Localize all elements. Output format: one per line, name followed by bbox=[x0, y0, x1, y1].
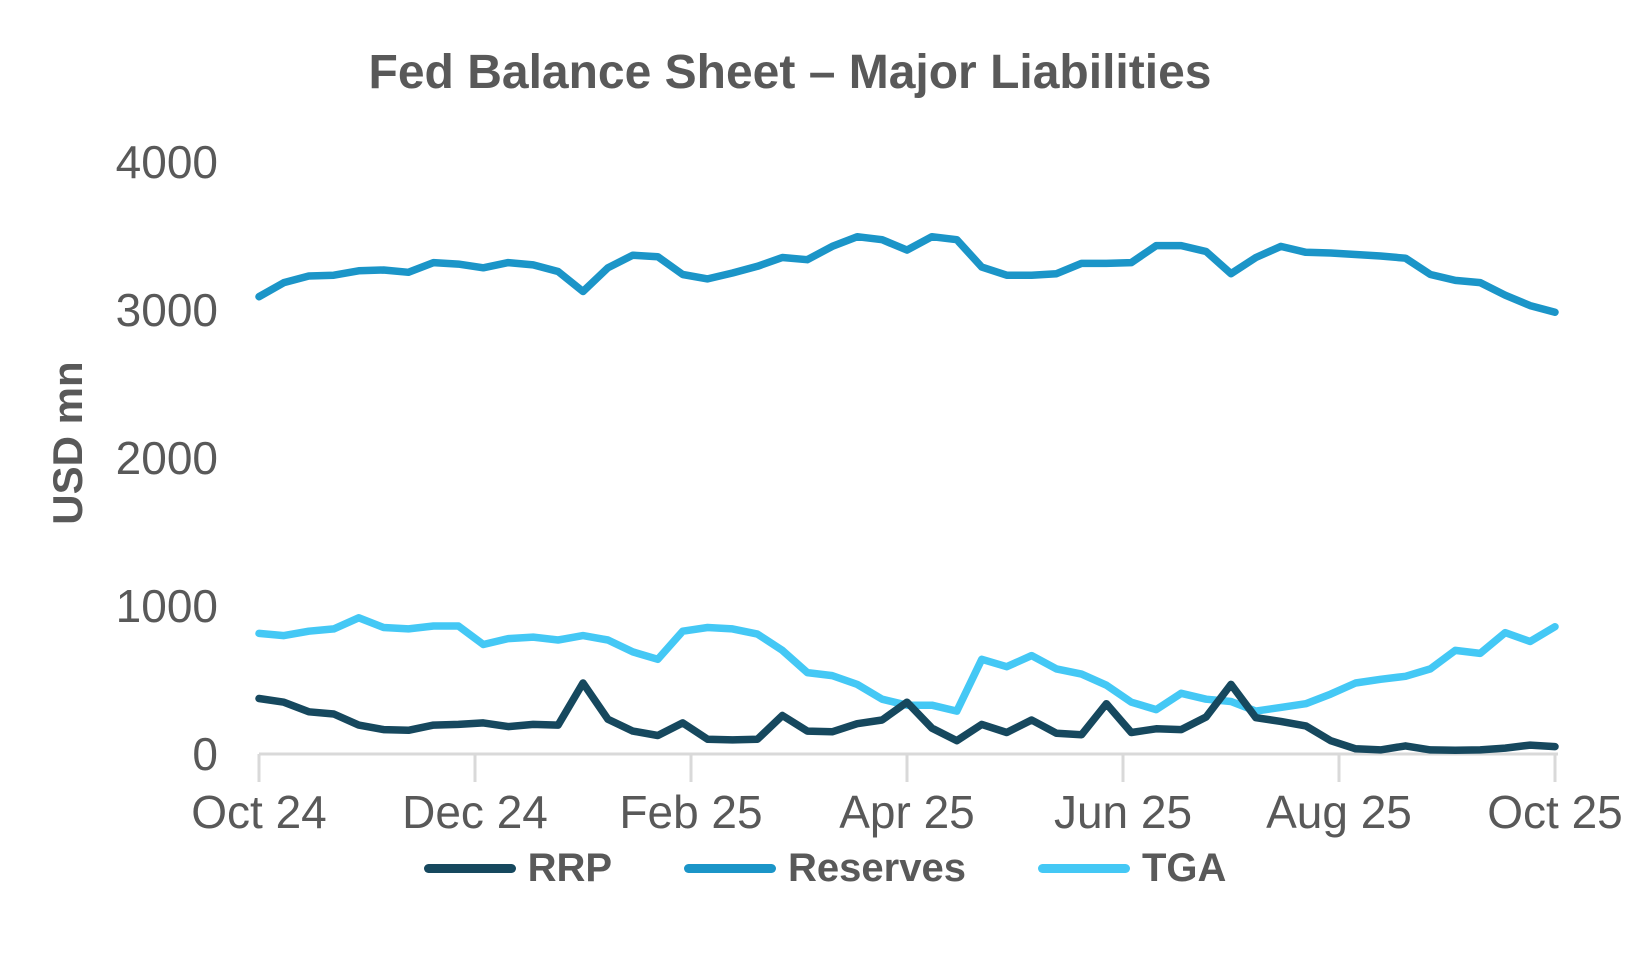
legend-item-tga: TGA bbox=[1037, 846, 1227, 891]
chart-title: Fed Balance Sheet – Major Liabilities bbox=[369, 46, 1212, 99]
y-tick-label: 1000 bbox=[116, 580, 218, 632]
x-tick-label: Feb 25 bbox=[619, 786, 762, 838]
chart-legend: RRP Reserves TGA bbox=[0, 846, 1650, 891]
legend-item-rrp: RRP bbox=[423, 846, 613, 891]
x-tick-label: Jun 25 bbox=[1054, 786, 1192, 838]
y-tick-label: 3000 bbox=[116, 284, 218, 336]
legend-item-reserves: Reserves bbox=[684, 846, 966, 891]
legend-swatch-rrp bbox=[423, 864, 516, 873]
legend-label-reserves: Reserves bbox=[788, 846, 966, 890]
plot-series bbox=[255, 232, 1559, 755]
legend-label-rrp: RRP bbox=[527, 846, 613, 890]
series-line-reserves bbox=[255, 232, 1559, 316]
y-tick-label: 2000 bbox=[116, 432, 218, 484]
series-line-tga bbox=[255, 614, 1559, 715]
y-tick-label: 0 bbox=[192, 728, 218, 780]
series-line-rrp bbox=[255, 679, 1559, 755]
y-axis-title: USD mn bbox=[44, 361, 91, 524]
x-tick-label: Aug 25 bbox=[1266, 786, 1412, 838]
y-axis: 0 1000 2000 3000 4000 bbox=[116, 136, 218, 780]
x-tick-label: Oct 25 bbox=[1487, 786, 1623, 838]
legend-label-tga: TGA bbox=[1141, 846, 1227, 890]
legend-swatch-tga bbox=[1037, 864, 1130, 873]
x-tick-label: Apr 25 bbox=[839, 786, 975, 838]
x-tick-label: Oct 24 bbox=[191, 786, 327, 838]
legend-swatch-reserves bbox=[684, 864, 777, 873]
x-axis: Oct 24 Dec 24 Feb 25 Apr 25 Jun 25 Aug 25 Oct … bbox=[191, 752, 1623, 838]
y-tick-label: 4000 bbox=[116, 136, 218, 188]
x-tick-label: Dec 24 bbox=[402, 786, 548, 838]
